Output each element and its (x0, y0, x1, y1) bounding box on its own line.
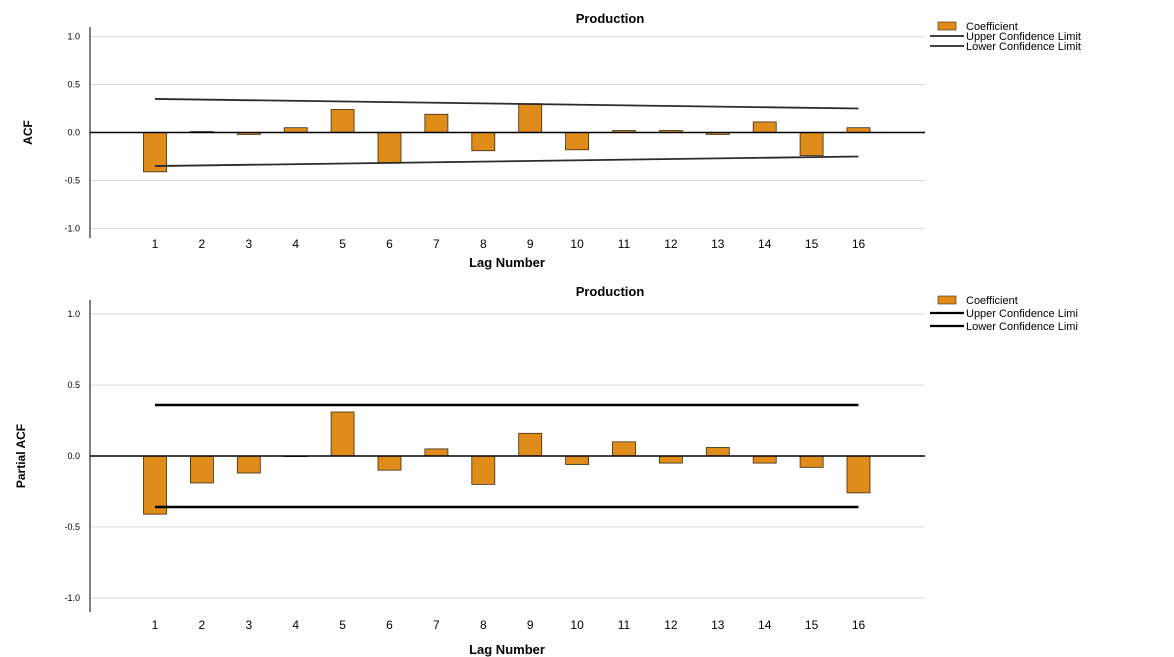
chart-title: Production (576, 11, 645, 26)
y-tick-label: -0.5 (64, 522, 80, 532)
legend-label-coefficient: Coefficient (966, 21, 1018, 33)
bar-8 (471, 455, 496, 485)
bar-2 (189, 455, 214, 484)
y-tick-label: 0.5 (67, 80, 80, 90)
y-tick-label: -1.0 (64, 593, 80, 603)
x-tick-label: 14 (758, 618, 772, 632)
legend-swatch-coefficient (937, 21, 957, 31)
legend-label-lower: Lower Confidence Limit (966, 41, 1081, 53)
bar-6 (377, 132, 402, 164)
x-tick-label: 15 (805, 618, 819, 632)
x-tick-label: 12 (664, 618, 678, 632)
bar-11 (612, 441, 636, 457)
lower-confidence-limit-line (154, 155, 859, 167)
x-tick-label: 2 (199, 237, 206, 251)
y-axis-title: Partial ACF (14, 424, 28, 488)
x-tick-label: 4 (292, 618, 299, 632)
x-tick-label: 11 (618, 618, 631, 632)
x-tick-label: 7 (433, 618, 440, 632)
bar-9 (518, 432, 543, 457)
legend-label-upper: Upper Confidence Limit (966, 31, 1081, 43)
bar-7 (424, 448, 449, 457)
x-tick-label: 5 (339, 618, 346, 632)
x-tick-label: 12 (664, 237, 678, 251)
bar-7 (424, 113, 449, 133)
x-tick-label: 14 (758, 237, 772, 251)
x-tick-label: 6 (386, 237, 393, 251)
x-tick-label: 15 (805, 237, 819, 251)
x-tick-label: 3 (245, 237, 252, 251)
legend-label-coefficient: Coefficient (966, 295, 1018, 307)
x-tick-label: 4 (292, 237, 299, 251)
y-tick-label: 1.0 (67, 32, 80, 42)
x-tick-label: 10 (570, 237, 584, 251)
legend-label-lower: Lower Confidence Limi (966, 321, 1078, 333)
chart-title: Production (576, 284, 645, 299)
bar-9 (518, 103, 543, 133)
partial-acf-chart: 1.00.50.0-0.5-1.01 2 3 4 5 6 7 8 9 10 11 12 13 14 15 16… (14, 284, 1078, 657)
x-tick-label: 10 (570, 618, 584, 632)
bar-8 (471, 132, 496, 152)
upper-confidence-limit-line (154, 98, 859, 110)
bar-16 (846, 455, 871, 494)
acf-chart: 1.00.50.0-0.5-1.01 2 3 4 5 6 7 8 9 10 11 12 13 14 15 16… (21, 11, 1081, 270)
bar-14 (752, 121, 777, 133)
x-tick-label: 9 (527, 618, 534, 632)
bar-12 (659, 455, 683, 464)
bar-5 (330, 411, 355, 457)
x-tick-label: 1 (152, 237, 159, 251)
x-tick-label: 8 (480, 618, 487, 632)
x-tick-label: 11 (618, 237, 631, 251)
x-axis-title: Lag Number (469, 255, 545, 270)
legend-label-upper: Upper Confidence Limi (966, 308, 1078, 320)
legend-swatch-coefficient (937, 295, 957, 305)
x-tick-label: 13 (711, 618, 725, 632)
y-axis-title: ACF (21, 120, 35, 145)
x-tick-label: 2 (199, 618, 206, 632)
bar-10 (565, 455, 589, 465)
x-tick-label: 5 (339, 237, 346, 251)
y-tick-label: 1.0 (67, 309, 80, 319)
x-tick-label: 3 (245, 618, 252, 632)
y-tick-label: -0.5 (64, 175, 80, 185)
bar-14 (752, 455, 777, 464)
x-tick-label: 6 (386, 618, 393, 632)
y-tick-label: 0.0 (67, 128, 80, 138)
x-axis-title: Lag Number (469, 642, 545, 657)
y-tick-label: 0.5 (67, 380, 80, 390)
bar-15 (799, 132, 824, 156)
bar-15 (799, 455, 824, 468)
bar-5 (330, 109, 355, 133)
bar-1 (143, 455, 167, 515)
y-tick-label: -1.0 (64, 223, 80, 233)
x-tick-label: 8 (480, 237, 487, 251)
x-tick-label: 7 (433, 237, 440, 251)
x-tick-label: 9 (527, 237, 534, 251)
x-tick-label: 1 (152, 618, 159, 632)
x-tick-label: 16 (852, 237, 866, 251)
x-tick-label: 16 (852, 618, 866, 632)
bar-13 (705, 447, 730, 457)
y-tick-label: 0.0 (67, 451, 80, 461)
bar-3 (236, 455, 261, 474)
bar-10 (565, 132, 589, 151)
bar-6 (377, 455, 402, 471)
x-tick-label: 13 (711, 237, 725, 251)
